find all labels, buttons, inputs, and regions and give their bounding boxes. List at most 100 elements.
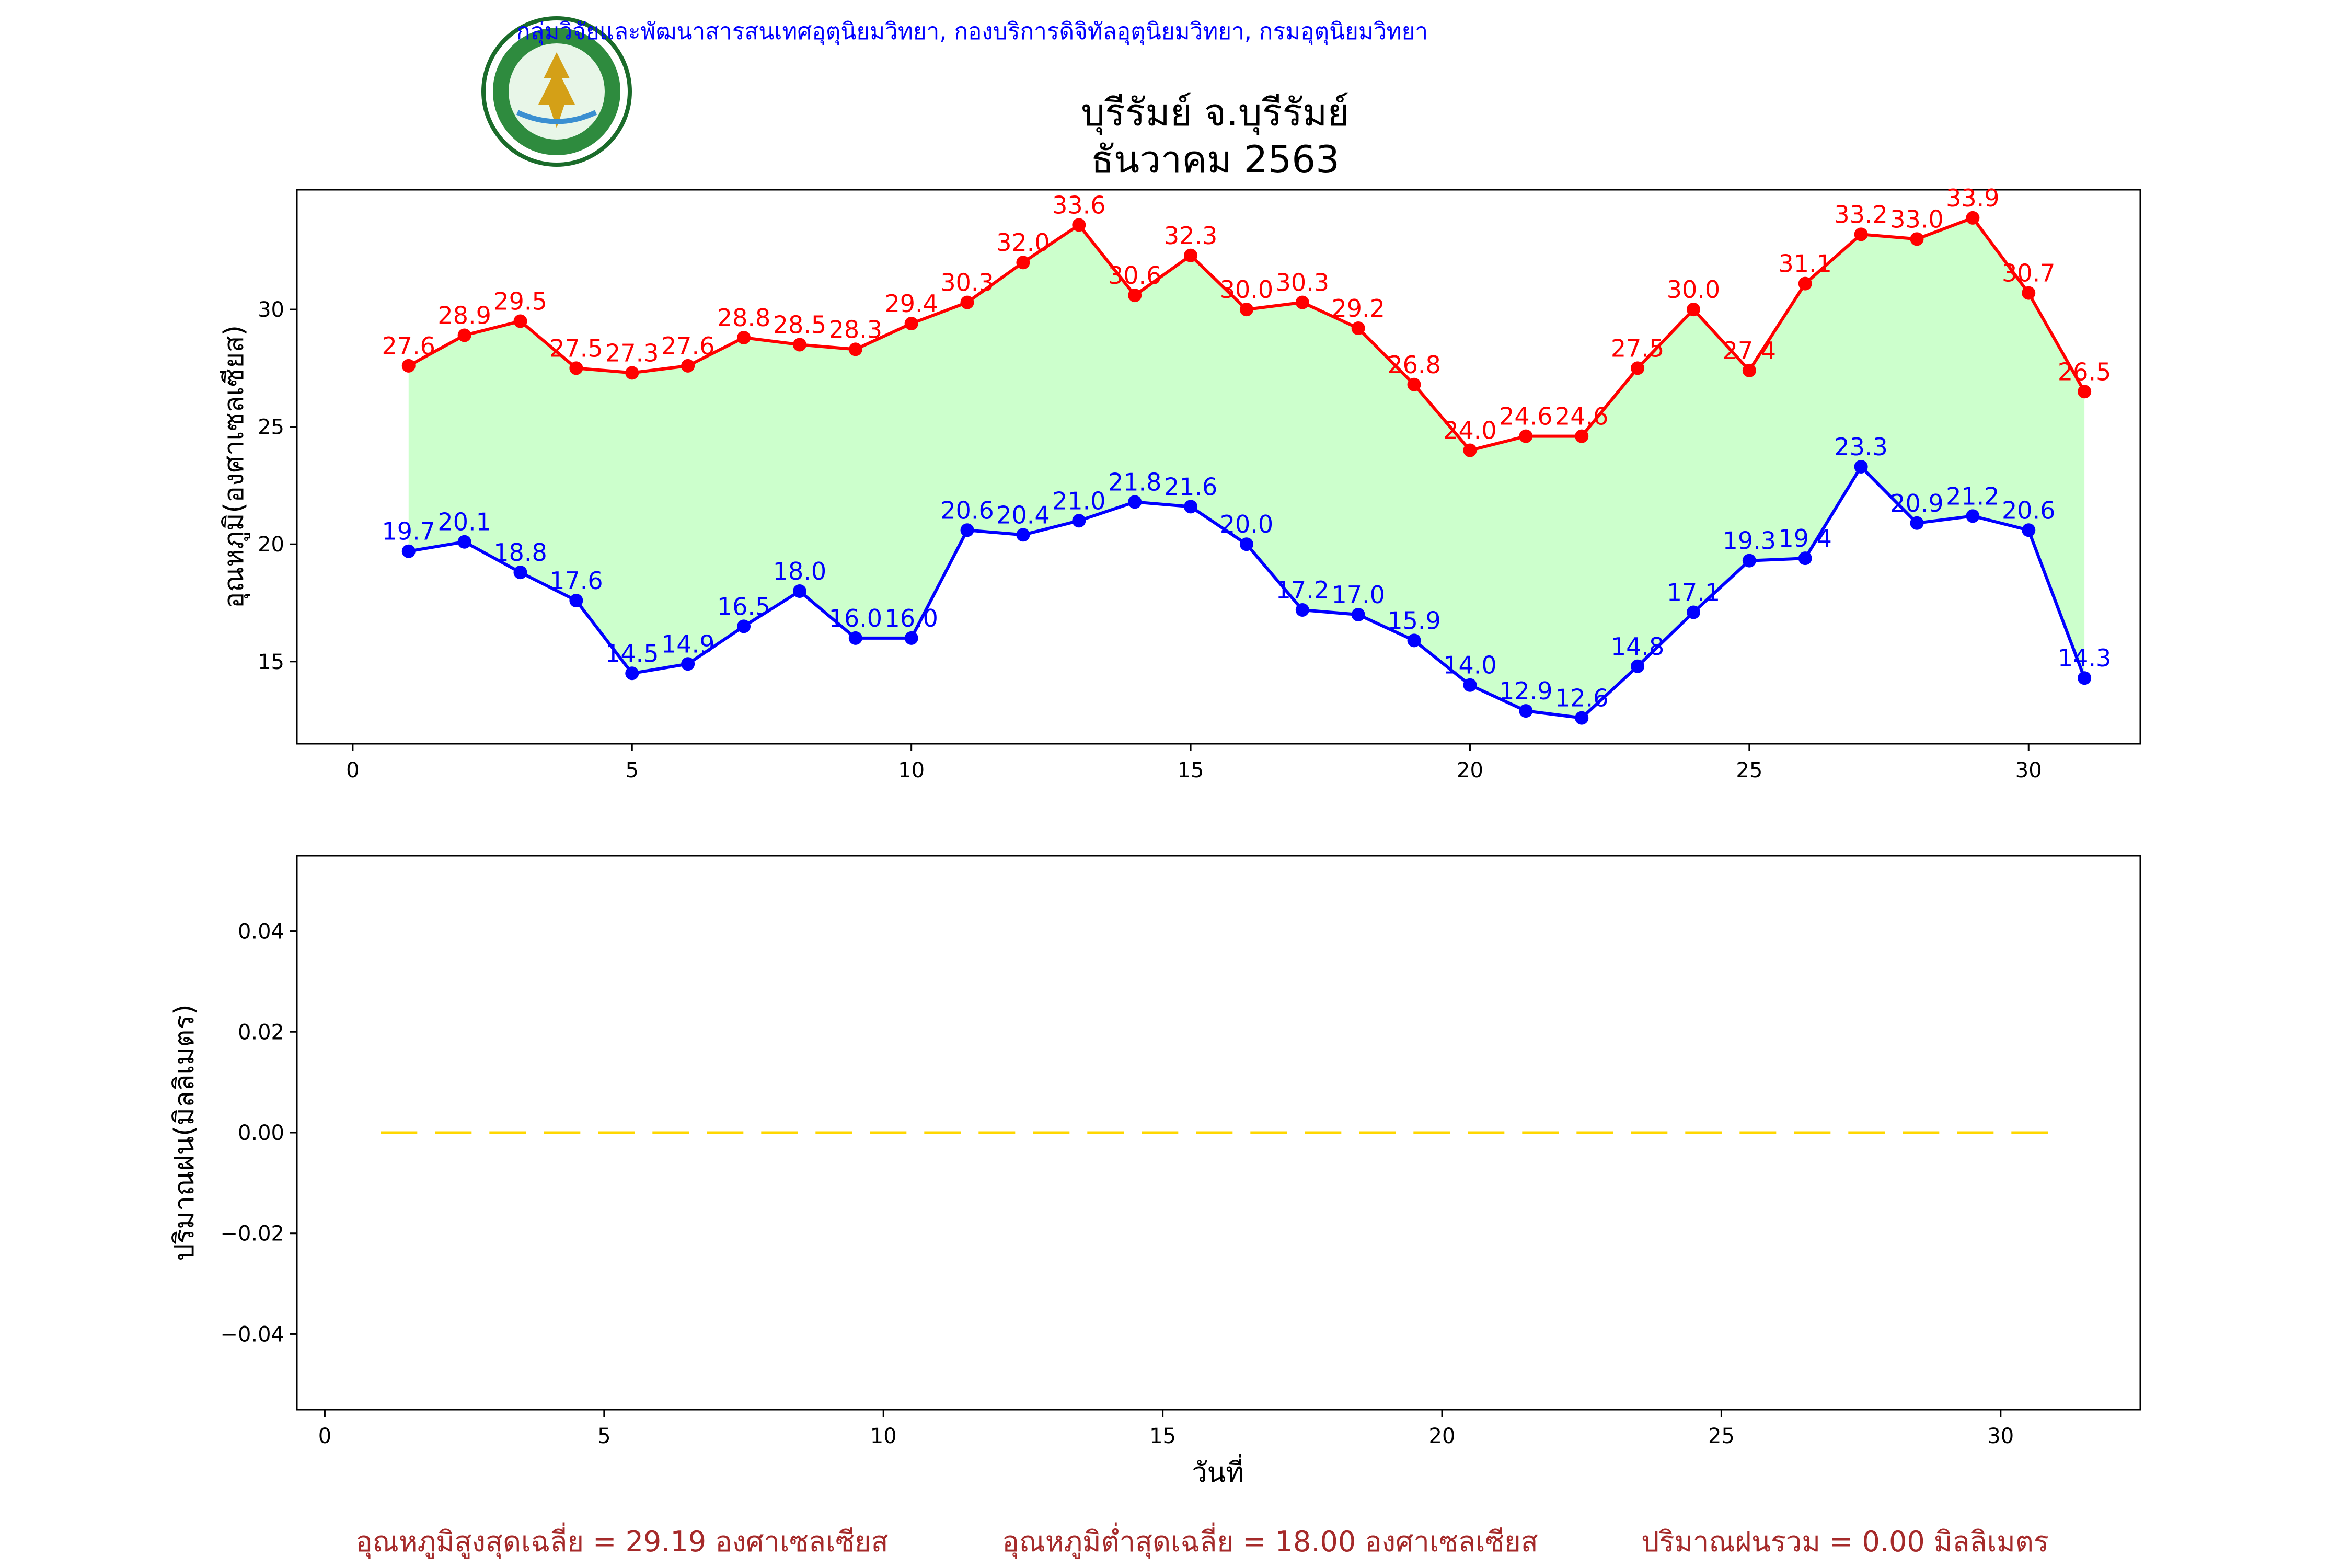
min-temp-data-label: 21.0: [1052, 487, 1105, 515]
max-temp-point: [1631, 361, 1645, 375]
max-temp-point: [457, 328, 471, 342]
temperature-y-axis-label: อุณหภูมิ(องศาเซลเซียส): [218, 325, 250, 608]
max-temp-point: [1519, 429, 1533, 443]
max-temp-data-label: 28.9: [437, 301, 491, 329]
max-temp-point: [2022, 286, 2036, 300]
max-temp-data-label: 30.3: [940, 269, 994, 297]
max-temp-point: [1016, 256, 1030, 270]
min-temp-point: [1910, 516, 1924, 530]
min-temp-data-label: 16.0: [829, 604, 882, 632]
max-temp-data-label: 24.6: [1555, 402, 1608, 431]
max-temp-data-label: 33.2: [1834, 200, 1887, 228]
max-temp-data-label: 30.6: [1108, 261, 1161, 290]
max-temp-point: [2078, 385, 2092, 399]
min-temp-point: [1016, 528, 1030, 542]
temperature-x-tick-label: 15: [1178, 758, 1204, 782]
max-temp-point: [1128, 289, 1142, 303]
max-temp-point: [1463, 443, 1477, 457]
min-temp-data-label: 18.0: [773, 557, 826, 585]
temperature-y-tick-label: 15: [258, 650, 284, 674]
min-temp-point: [2022, 523, 2036, 537]
min-temp-point: [1072, 514, 1086, 528]
rainfall-x-tick-label: 15: [1149, 1424, 1176, 1448]
max-temp-data-label: 27.3: [605, 339, 659, 367]
max-temp-data-label: 33.6: [1052, 191, 1105, 219]
max-temp-data-label: 27.6: [661, 332, 714, 360]
temperature-y-tick-label: 30: [258, 298, 284, 322]
min-temp-data-label: 19.7: [382, 517, 435, 546]
min-temp-point: [1798, 551, 1812, 566]
min-temp-point: [1184, 500, 1198, 514]
rainfall-plot: 0 5 10 15 20 25 30 −0.04 −0.02 0.00 0.02 0.04 ปริม…: [169, 855, 2141, 1489]
max-temp-data-label: 24.0: [1443, 417, 1496, 445]
max-temp-point: [1910, 232, 1924, 246]
min-temp-point: [1742, 554, 1756, 568]
min-temp-data-label: 14.3: [2058, 644, 2111, 672]
temperature-plot-frame: [296, 189, 2141, 745]
min-temp-point: [904, 631, 918, 645]
rainfall-y-tick-label: 0.04: [238, 920, 284, 944]
min-temp-data-label: 14.5: [605, 639, 659, 667]
temperature-y-tick-label: 20: [258, 533, 284, 557]
max-temp-data-label: 27.6: [382, 332, 435, 360]
max-temp-data-label: 33.0: [1890, 205, 1943, 233]
min-temp-data-label: 20.9: [1890, 489, 1943, 517]
rainfall-x-tick-label: 20: [1429, 1424, 1456, 1448]
min-temp-data-label: 12.6: [1555, 684, 1608, 712]
rainfall-y-tick-label: −0.04: [220, 1322, 284, 1346]
max-temp-data-label: 31.1: [1779, 250, 1832, 278]
max-temp-point: [1742, 363, 1756, 377]
max-temp-point: [1407, 377, 1421, 391]
min-temp-point: [792, 584, 806, 598]
temperature-x-tick-label: 30: [2015, 758, 2042, 782]
min-temp-data-label: 21.2: [1946, 482, 1999, 510]
min-temp-point: [1128, 495, 1142, 509]
min-temp-point: [1295, 603, 1309, 617]
max-temp-point: [737, 330, 751, 344]
min-temp-data-label: 17.6: [549, 567, 603, 595]
max-temp-data-label: 28.3: [829, 315, 882, 343]
min-temp-point: [1407, 633, 1421, 648]
temperature-y-tick-label: 25: [258, 416, 284, 440]
min-temp-point: [1351, 607, 1365, 621]
max-temp-point: [904, 317, 918, 331]
min-temp-point: [737, 619, 751, 633]
max-temp-point: [1184, 248, 1198, 262]
footer-average-min: อุณหภูมิต่ำสุดเฉลี่ย = 18.00 องศาเซลเซีย…: [1002, 1522, 1538, 1559]
max-temp-point: [1575, 429, 1589, 443]
min-temp-point: [2078, 671, 2092, 685]
max-temp-data-label: 30.3: [1276, 269, 1329, 297]
min-temp-point: [1966, 509, 1980, 523]
max-temp-data-label: 27.4: [1723, 337, 1776, 365]
min-temp-data-label: 14.8: [1611, 632, 1664, 661]
agency-line: กลุ่มวิจัยและพัฒนาสารสนเทศอุตุนิยมวิทยา,…: [516, 18, 1428, 45]
max-temp-point: [401, 359, 416, 373]
min-temp-data-label: 19.4: [1779, 524, 1832, 552]
max-temp-data-label: 32.0: [996, 228, 1050, 257]
max-temp-data-label: 28.8: [717, 304, 770, 332]
max-temp-data-label: 27.5: [1611, 334, 1664, 362]
chart-title-location: บุรีรัมย์ จ.บุรีรัมย์: [1081, 90, 1349, 135]
min-temp-point: [1686, 605, 1700, 619]
max-temp-data-label: 30.0: [1667, 275, 1720, 304]
rainfall-x-axis-label: วันที่: [1192, 1454, 1243, 1489]
temperature-x-tick-label: 0: [346, 758, 359, 782]
max-temp-point: [1072, 218, 1086, 232]
footer-rain-total: ปริมาณฝนรวม = 0.00 มิลลิเมตร: [1641, 1525, 2049, 1558]
min-temp-point: [625, 666, 639, 681]
max-temp-point: [1295, 295, 1309, 309]
rainfall-y-tick-label: −0.02: [220, 1222, 284, 1246]
temperature-x-tick-label: 20: [1457, 758, 1483, 782]
max-temp-data-label: 26.8: [1387, 351, 1440, 379]
rainfall-y-tick-label: 0.00: [238, 1121, 284, 1145]
max-temp-point: [1686, 303, 1700, 317]
max-temp-point: [1798, 276, 1812, 291]
min-temp-data-label: 16.0: [884, 604, 938, 632]
min-temp-data-label: 12.9: [1499, 677, 1552, 705]
rainfall-x-tick-label: 10: [870, 1424, 897, 1448]
min-temp-data-label: 14.9: [661, 630, 714, 658]
min-temp-data-label: 17.2: [1276, 576, 1329, 604]
min-temp-point: [848, 631, 862, 645]
max-temp-data-label: 29.2: [1331, 294, 1385, 322]
max-temp-point: [625, 366, 639, 380]
